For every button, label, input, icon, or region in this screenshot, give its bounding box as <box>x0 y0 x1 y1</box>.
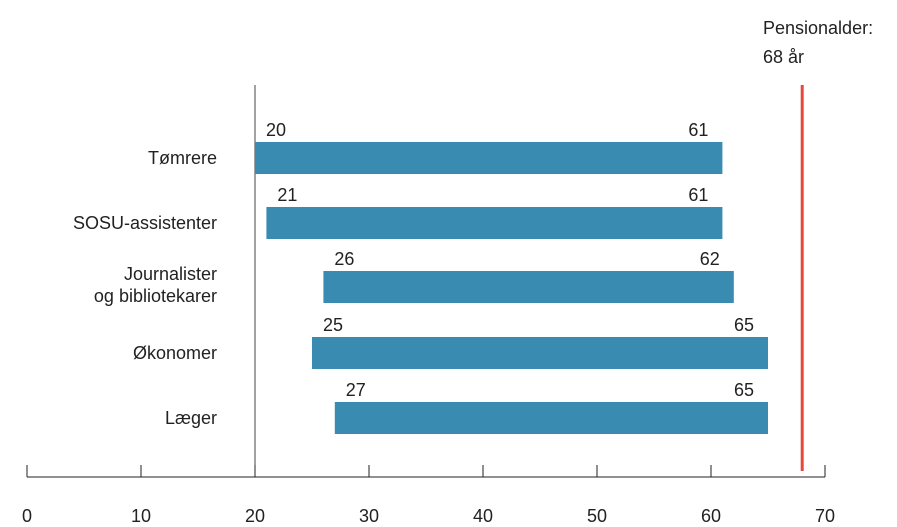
bar-end-label: 62 <box>700 249 720 269</box>
x-tick-label: 50 <box>587 506 607 526</box>
bar-end-label: 65 <box>734 380 754 400</box>
pension-age-value: 68 år <box>763 47 804 67</box>
category-label: Tømrere <box>148 148 217 168</box>
category-label: Journalister <box>124 264 217 284</box>
bar-end-label: 61 <box>688 120 708 140</box>
bar <box>312 337 768 369</box>
bar <box>323 271 734 303</box>
pension-age-label: Pensionalder: <box>763 18 873 38</box>
category-label: Læger <box>165 408 217 428</box>
bar-start-label: 25 <box>323 315 343 335</box>
bar-start-label: 27 <box>346 380 366 400</box>
bar-start-label: 20 <box>266 120 286 140</box>
category-label: og bibliotekarer <box>94 286 217 306</box>
bar <box>266 207 723 239</box>
reference-line-group: Pensionalder: 68 år <box>763 18 873 471</box>
bar-end-label: 65 <box>734 315 754 335</box>
bar-end-label: 61 <box>688 185 708 205</box>
x-tick-label: 10 <box>131 506 151 526</box>
bar-start-label: 21 <box>277 185 297 205</box>
category-label: Økonomer <box>133 343 217 363</box>
bar <box>255 142 723 174</box>
category-label: SOSU-assistenter <box>73 213 217 233</box>
x-tick-label: 60 <box>701 506 721 526</box>
x-tick-label: 0 <box>22 506 32 526</box>
labels: 20 61 Tømrere 21 61 SOSU-assistenter 26 62 Journ… <box>73 120 754 428</box>
x-tick-label: 70 <box>815 506 835 526</box>
x-axis: 0 10 20 30 40 50 60 70 <box>22 85 835 526</box>
bars <box>255 142 768 434</box>
x-tick-label: 30 <box>359 506 379 526</box>
bar <box>334 402 768 434</box>
x-tick-label: 40 <box>473 506 493 526</box>
x-tick-label: 20 <box>245 506 265 526</box>
bar-start-label: 26 <box>334 249 354 269</box>
